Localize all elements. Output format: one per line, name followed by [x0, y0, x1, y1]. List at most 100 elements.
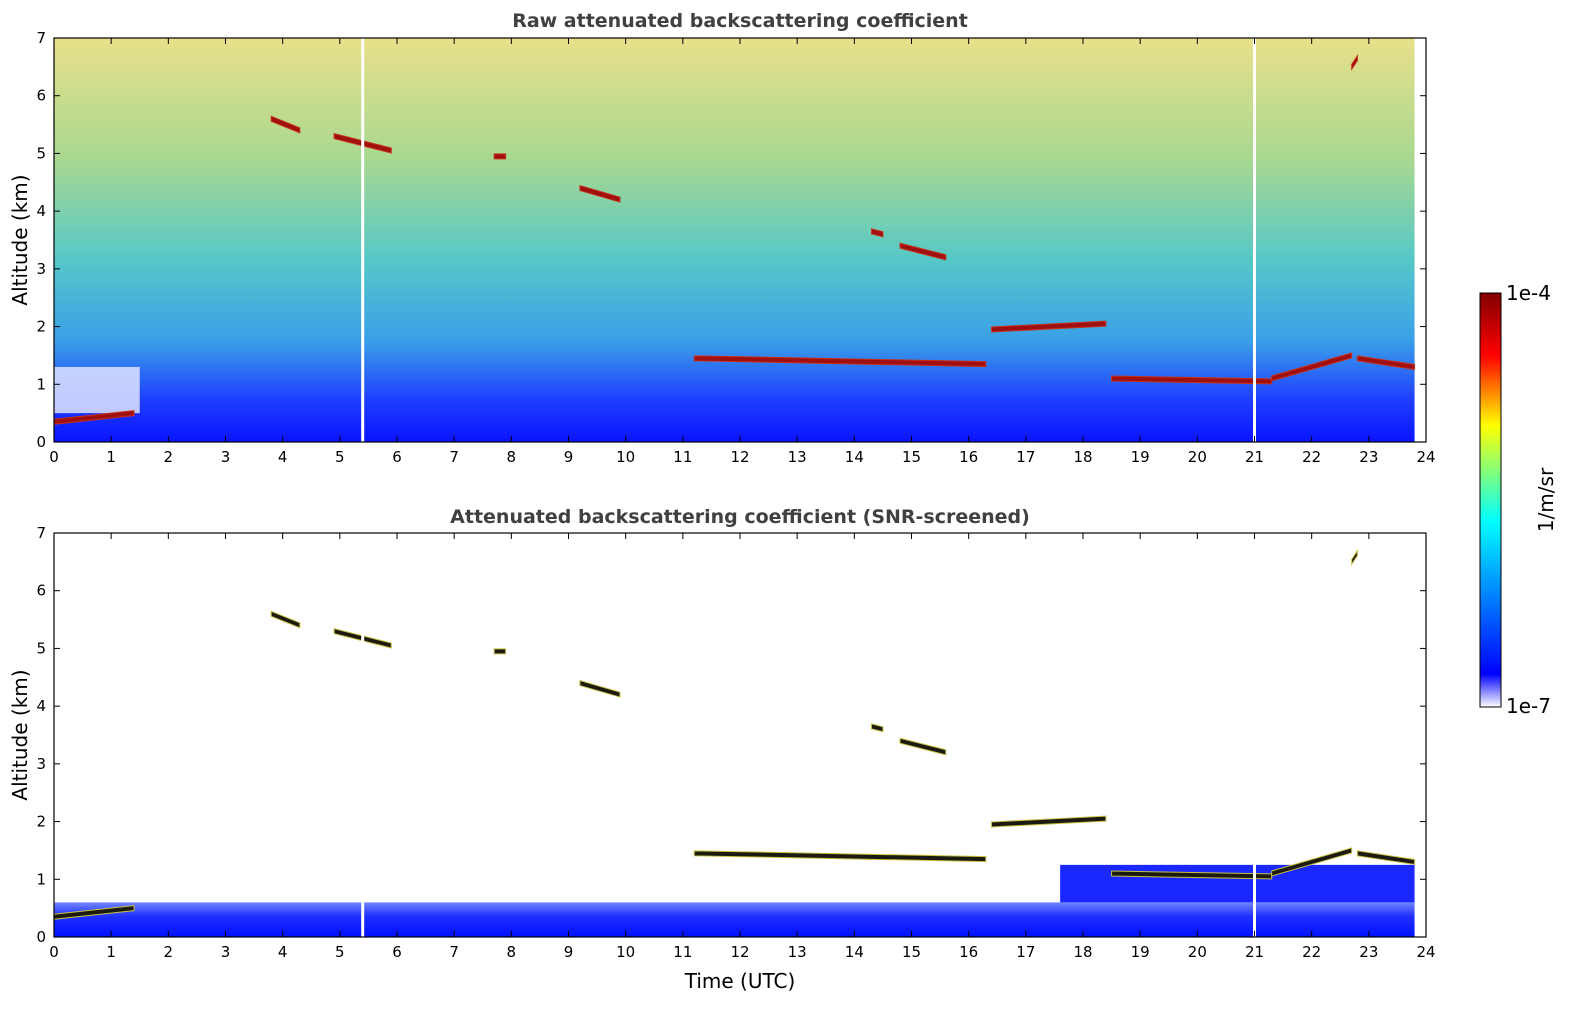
- x-tick-label: 2: [164, 448, 174, 466]
- x-tick-label: 7: [449, 943, 459, 961]
- x-tick-label: 17: [1016, 448, 1035, 466]
- raw-x-ticks: 0 1 2 3 4 5 6 7 8 9 10 11 12 13 14 15 16 17 18 19 20 21 22 23 24: [49, 38, 1436, 466]
- missing-data-gap: [1253, 38, 1256, 442]
- raw-y-axis-label: Altitude (km): [8, 174, 32, 305]
- x-tick-label: 17: [1016, 943, 1035, 961]
- cloud-layer: [899, 737, 947, 756]
- cloud-layer: [693, 355, 987, 368]
- cloud-layer: [899, 242, 947, 261]
- cloud-layer: [1271, 847, 1353, 877]
- missing-data-gap: [361, 38, 365, 442]
- x-tick-label: 9: [564, 943, 574, 961]
- x-axis-label: Time (UTC): [684, 969, 796, 993]
- cloud-layer: [991, 815, 1107, 828]
- y-tick-label: 4: [36, 697, 46, 715]
- colorbar: 1e-4 1e-7 1/m/sr: [1479, 281, 1558, 718]
- y-tick-label: 6: [36, 582, 46, 600]
- cloud-layer: [870, 723, 884, 733]
- screened-panel: Attenuated backscattering coefficient (S…: [8, 506, 1436, 993]
- x-tick-label: 18: [1073, 943, 1092, 961]
- y-tick-label: 2: [36, 813, 46, 831]
- screened-evening-layer: [1060, 864, 1415, 903]
- screened-y-ticks: 0 1 2 3 4 5 6 7: [36, 524, 1426, 946]
- cloud-layer: [693, 850, 987, 863]
- x-tick-label: 0: [49, 448, 59, 466]
- x-tick-label: 1: [106, 448, 116, 466]
- x-tick-label: 8: [507, 448, 517, 466]
- x-tick-label: 22: [1302, 943, 1321, 961]
- x-tick-label: 19: [1131, 943, 1150, 961]
- x-tick-label: 12: [730, 943, 749, 961]
- x-tick-label: 14: [845, 943, 864, 961]
- x-tick-label: 16: [959, 448, 978, 466]
- x-tick-label: 13: [788, 943, 807, 961]
- colorbar-bar: [1479, 292, 1502, 708]
- cloud-layer: [870, 228, 884, 238]
- x-tick-label: 24: [1416, 943, 1435, 961]
- cloud-layer: [1356, 850, 1416, 866]
- y-tick-label: 0: [36, 928, 46, 946]
- x-tick-label: 11: [673, 448, 692, 466]
- y-tick-label: 1: [36, 375, 46, 393]
- x-tick-label: 4: [278, 943, 288, 961]
- x-tick-label: 3: [221, 448, 231, 466]
- raw-y-ticks: 0 1 2 3 4 5 6 7: [36, 29, 1426, 451]
- x-tick-label: 9: [564, 448, 574, 466]
- colorbar-max-label: 1e-4: [1506, 281, 1551, 305]
- x-tick-label: 21: [1245, 448, 1264, 466]
- x-tick-label: 14: [845, 448, 864, 466]
- colorbar-min-label: 1e-7: [1506, 694, 1551, 718]
- y-tick-label: 5: [36, 639, 46, 657]
- x-tick-label: 20: [1188, 943, 1207, 961]
- x-tick-label: 19: [1131, 448, 1150, 466]
- screened-panel-title: Attenuated backscattering coefficient (S…: [450, 506, 1030, 528]
- x-tick-label: 12: [730, 448, 749, 466]
- cloud-layer: [1111, 870, 1273, 880]
- x-tick-label: 6: [392, 448, 402, 466]
- missing-data-gap: [361, 533, 365, 937]
- x-tick-label: 18: [1073, 448, 1092, 466]
- x-tick-label: 10: [616, 943, 635, 961]
- y-tick-label: 2: [36, 318, 46, 336]
- x-tick-label: 15: [902, 943, 921, 961]
- x-tick-label: 6: [392, 943, 402, 961]
- x-tick-label: 0: [49, 943, 59, 961]
- screened-cloud-layers: [53, 549, 1416, 920]
- x-tick-label: 15: [902, 448, 921, 466]
- x-tick-label: 5: [335, 448, 345, 466]
- x-tick-label: 22: [1302, 448, 1321, 466]
- cloud-layer: [1271, 352, 1353, 382]
- cloud-layer: [270, 610, 301, 629]
- cloud-layer: [1351, 549, 1358, 567]
- x-tick-label: 1: [106, 943, 116, 961]
- raw-panel-title: Raw attenuated backscattering coefficien…: [512, 10, 968, 32]
- cloud-layer: [1111, 375, 1273, 385]
- y-tick-label: 7: [36, 29, 46, 47]
- cloud-layer: [493, 648, 507, 655]
- cloud-layer: [579, 679, 621, 698]
- y-tick-label: 6: [36, 87, 46, 105]
- missing-data-gap: [1253, 533, 1256, 937]
- raw-panel: Raw attenuated backscattering coefficien…: [8, 10, 1436, 466]
- x-tick-label: 16: [959, 943, 978, 961]
- x-tick-label: 13: [788, 448, 807, 466]
- y-tick-label: 1: [36, 870, 46, 888]
- x-tick-label: 23: [1359, 448, 1378, 466]
- cloud-layer: [270, 115, 301, 134]
- x-tick-label: 4: [278, 448, 288, 466]
- cloud-layer: [991, 320, 1107, 333]
- x-tick-label: 10: [616, 448, 635, 466]
- x-tick-label: 24: [1416, 448, 1435, 466]
- x-tick-label: 11: [673, 943, 692, 961]
- x-tick-label: 8: [507, 943, 517, 961]
- x-tick-label: 21: [1245, 943, 1264, 961]
- y-tick-label: 7: [36, 524, 46, 542]
- raw-low-signal-patch: [54, 366, 140, 414]
- colorbar-unit-label: 1/m/sr: [1534, 467, 1558, 532]
- screened-boundary-layer: [54, 902, 1415, 937]
- y-tick-label: 3: [36, 755, 46, 773]
- x-tick-label: 7: [449, 448, 459, 466]
- cloud-layer: [493, 153, 507, 160]
- x-tick-label: 3: [221, 943, 231, 961]
- x-tick-label: 2: [164, 943, 174, 961]
